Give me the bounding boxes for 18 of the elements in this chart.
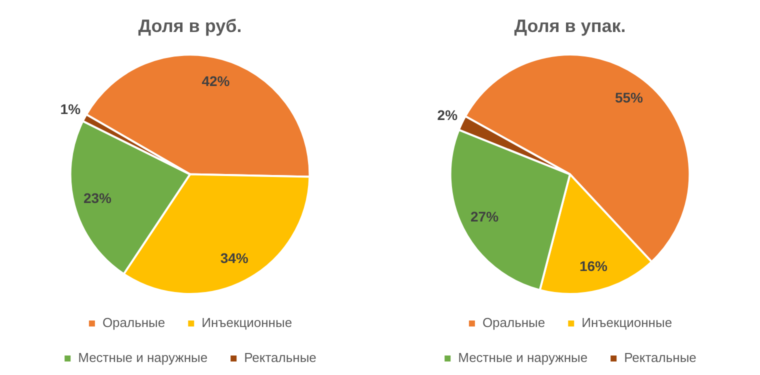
legend-label: Инъекционные xyxy=(582,315,672,330)
chart-title: Доля в руб. xyxy=(138,16,242,36)
legend-label: Оральные xyxy=(482,315,546,330)
data-label: 42% xyxy=(202,72,230,89)
legend-label: Местные и наружные xyxy=(458,350,588,366)
data-label: 27% xyxy=(470,208,500,224)
legend-label: Местные и наружные xyxy=(78,350,208,366)
legend-label: Инъекционные xyxy=(202,315,292,330)
data-label: 1% xyxy=(60,101,82,118)
chart-title: Доля в упак. xyxy=(514,16,626,36)
data-label: 23% xyxy=(83,190,112,206)
legend-label: Оральные xyxy=(102,315,166,330)
data-label: 2% xyxy=(437,106,458,123)
legend-label: Ректальные xyxy=(244,350,316,366)
data-label: 16% xyxy=(579,258,608,274)
legend-label: Ректальные xyxy=(624,350,696,366)
data-label: 34% xyxy=(220,250,249,266)
data-label: 55% xyxy=(614,90,644,106)
